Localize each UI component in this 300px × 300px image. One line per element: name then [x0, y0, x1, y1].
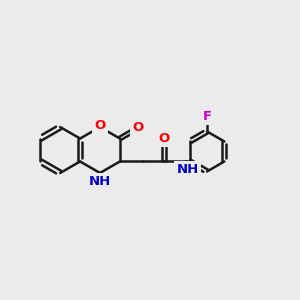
Text: O: O [94, 119, 106, 132]
Text: F: F [202, 110, 211, 123]
Text: NH: NH [176, 163, 199, 176]
Text: NH: NH [89, 175, 111, 188]
Text: O: O [133, 122, 144, 134]
Text: O: O [158, 132, 170, 145]
